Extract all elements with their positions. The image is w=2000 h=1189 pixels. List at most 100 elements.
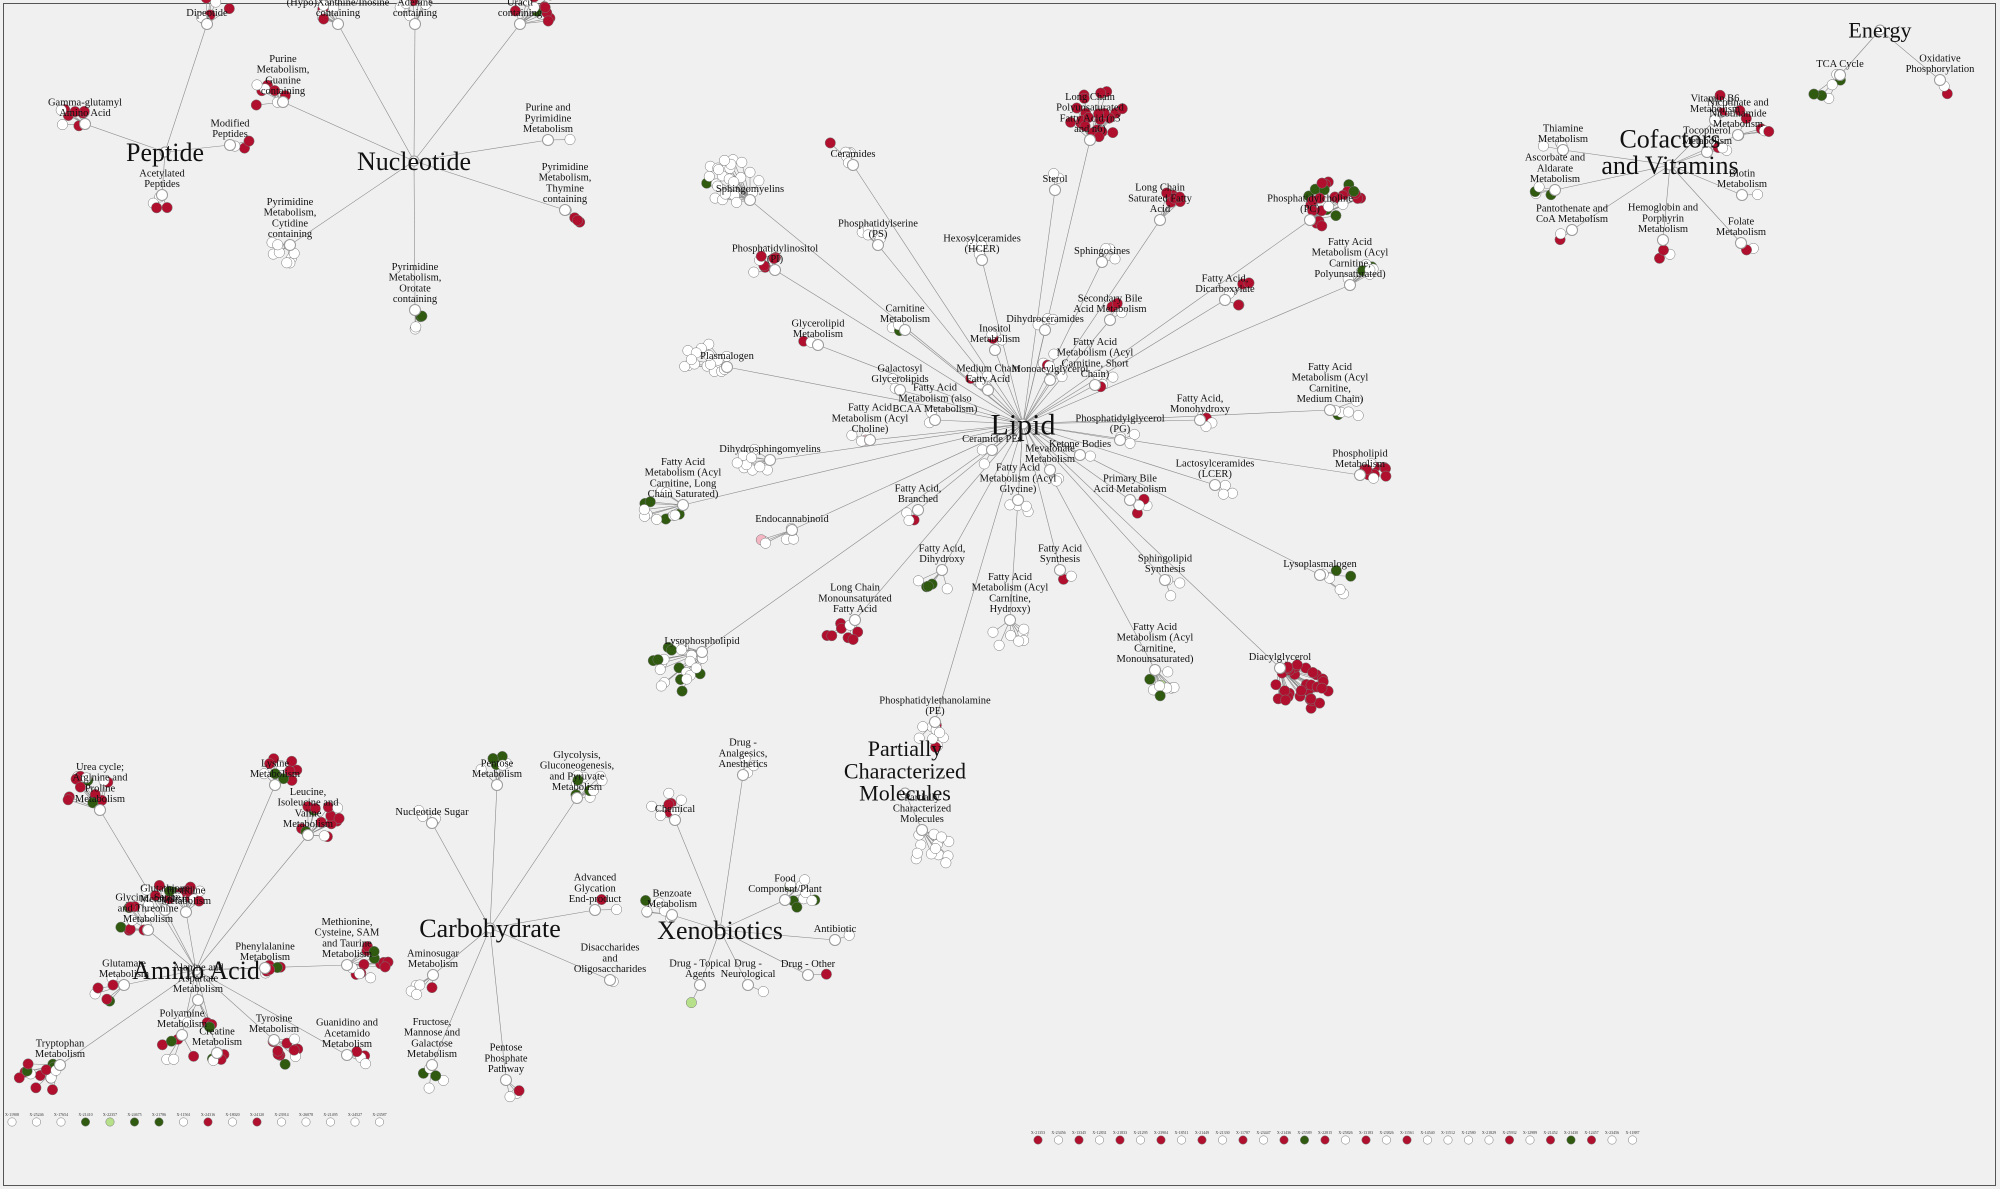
unknown-metabolite-node[interactable]	[1423, 1135, 1432, 1145]
metabolite-node[interactable]	[1107, 371, 1119, 383]
unknown-metabolite-node[interactable]	[179, 1117, 188, 1127]
sub-pathway-node[interactable]	[1274, 662, 1286, 674]
metabolite-node[interactable]	[1314, 697, 1326, 709]
metabolite-node[interactable]	[1154, 690, 1166, 702]
metabolite-node[interactable]	[194, 885, 206, 897]
metabolite-node[interactable]	[258, 768, 270, 780]
metabolite-node[interactable]	[539, 2, 551, 13]
sub-pathway-node[interactable]	[894, 384, 906, 396]
metabolite-node[interactable]	[587, 785, 599, 797]
metabolite-node[interactable]	[101, 993, 113, 1005]
sub-pathway-node[interactable]	[176, 1029, 188, 1041]
metabolite-node[interactable]	[188, 1050, 200, 1062]
metabolite-node[interactable]	[1533, 181, 1545, 193]
sub-pathway-node[interactable]	[79, 118, 91, 130]
sub-pathway-node[interactable]	[1124, 494, 1136, 506]
metabolite-node[interactable]	[824, 137, 836, 149]
unknown-metabolite-node[interactable]	[154, 1117, 164, 1127]
metabolite-node[interactable]	[150, 890, 161, 902]
sub-pathway-node[interactable]	[802, 969, 814, 981]
metabolite-node[interactable]	[504, 1091, 516, 1103]
metabolite-node[interactable]	[30, 1082, 42, 1094]
metabolite-node[interactable]	[930, 843, 941, 854]
metabolite-node[interactable]	[182, 1017, 194, 1028]
metabolite-node[interactable]	[400, 0, 412, 9]
sub-pathway-node[interactable]	[1566, 224, 1578, 236]
metabolite-node[interactable]	[269, 768, 281, 780]
sub-pathway-node[interactable]	[742, 979, 754, 991]
unknown-metabolite-node[interactable]	[1054, 1135, 1063, 1145]
sub-pathway-node[interactable]	[559, 204, 571, 216]
metabolite-node[interactable]	[1048, 348, 1060, 360]
metabolite-node[interactable]	[596, 894, 608, 905]
metabolite-node[interactable]	[679, 360, 691, 372]
metabolite-node[interactable]	[976, 239, 988, 251]
metabolite-node[interactable]	[1555, 228, 1567, 240]
metabolite-node[interactable]	[935, 831, 947, 843]
metabolite-node[interactable]	[1714, 89, 1726, 101]
metabolite-node[interactable]	[1307, 667, 1319, 678]
metabolite-node[interactable]	[941, 583, 953, 595]
unknown-metabolite-node[interactable]	[301, 1117, 311, 1127]
metabolite-node[interactable]	[13, 1072, 25, 1084]
metabolite-node[interactable]	[1116, 103, 1128, 115]
metabolite-node[interactable]	[1165, 590, 1177, 602]
metabolite-node[interactable]	[1808, 88, 1820, 100]
sub-pathway-node[interactable]	[341, 959, 353, 971]
unknown-metabolite-node[interactable]	[1115, 1135, 1125, 1145]
metabolite-node[interactable]	[1740, 112, 1752, 124]
unknown-metabolite-node[interactable]	[203, 1117, 213, 1127]
metabolite-node[interactable]	[1051, 475, 1062, 487]
metabolite-node[interactable]	[1337, 198, 1349, 210]
sub-pathway-node[interactable]	[982, 384, 994, 396]
sub-pathway-node[interactable]	[1557, 144, 1569, 156]
unknown-metabolite-node[interactable]	[1628, 1135, 1637, 1145]
metabolite-node[interactable]	[1826, 79, 1838, 91]
metabolite-node[interactable]	[728, 176, 740, 188]
metabolite-node[interactable]	[993, 639, 1005, 651]
metabolite-node[interactable]	[250, 99, 262, 111]
metabolite-node[interactable]	[1316, 682, 1328, 694]
metabolite-node[interactable]	[92, 982, 104, 994]
metabolite-node[interactable]	[1330, 210, 1342, 222]
unknown-metabolite-node[interactable]	[1402, 1135, 1412, 1145]
sub-pathway-node[interactable]	[1194, 414, 1206, 426]
metabolite-node[interactable]	[1343, 406, 1354, 418]
metabolite-node[interactable]	[1005, 630, 1017, 641]
metabolite-node[interactable]	[1330, 565, 1342, 577]
metabolite-node[interactable]	[934, 727, 946, 739]
sub-pathway-node[interactable]	[1735, 237, 1747, 249]
metabolite-node[interactable]	[98, 774, 110, 786]
metabolite-node[interactable]	[272, 1045, 284, 1057]
sub-pathway-node[interactable]	[669, 814, 681, 826]
metabolite-node[interactable]	[1316, 220, 1328, 232]
metabolite-node[interactable]	[572, 214, 584, 226]
metabolite-node[interactable]	[1056, 371, 1068, 383]
metabolite-node[interactable]	[596, 775, 608, 787]
sub-pathway-node[interactable]	[500, 1074, 512, 1086]
super-pathway-node[interactable]	[159, 146, 171, 158]
metabolite-node[interactable]	[281, 257, 293, 269]
metabolite-node[interactable]	[168, 1053, 180, 1065]
metabolite-node[interactable]	[652, 654, 664, 666]
metabolite-node[interactable]	[1124, 437, 1136, 449]
sub-pathway-node[interactable]	[936, 564, 948, 576]
metabolite-node[interactable]	[210, 0, 222, 8]
unknown-metabolite-node[interactable]	[326, 1117, 335, 1127]
metabolite-node[interactable]	[475, 763, 487, 775]
metabolite-node[interactable]	[660, 487, 672, 499]
sub-pathway-node[interactable]	[224, 139, 236, 151]
metabolite-node[interactable]	[365, 972, 377, 984]
metabolite-node[interactable]	[1116, 307, 1128, 318]
metabolite-node[interactable]	[1314, 192, 1326, 204]
metabolite-node[interactable]	[684, 655, 696, 667]
metabolite-node[interactable]	[1128, 428, 1140, 440]
sub-pathway-node[interactable]	[269, 779, 281, 791]
metabolite-node[interactable]	[22, 1058, 34, 1070]
sub-pathway-node[interactable]	[142, 924, 154, 936]
metabolite-node[interactable]	[165, 1035, 177, 1047]
sub-pathway-node[interactable]	[694, 979, 706, 991]
unknown-metabolite-node[interactable]	[252, 1117, 262, 1127]
metabolite-node[interactable]	[57, 119, 68, 131]
metabolite-node[interactable]	[153, 879, 165, 891]
